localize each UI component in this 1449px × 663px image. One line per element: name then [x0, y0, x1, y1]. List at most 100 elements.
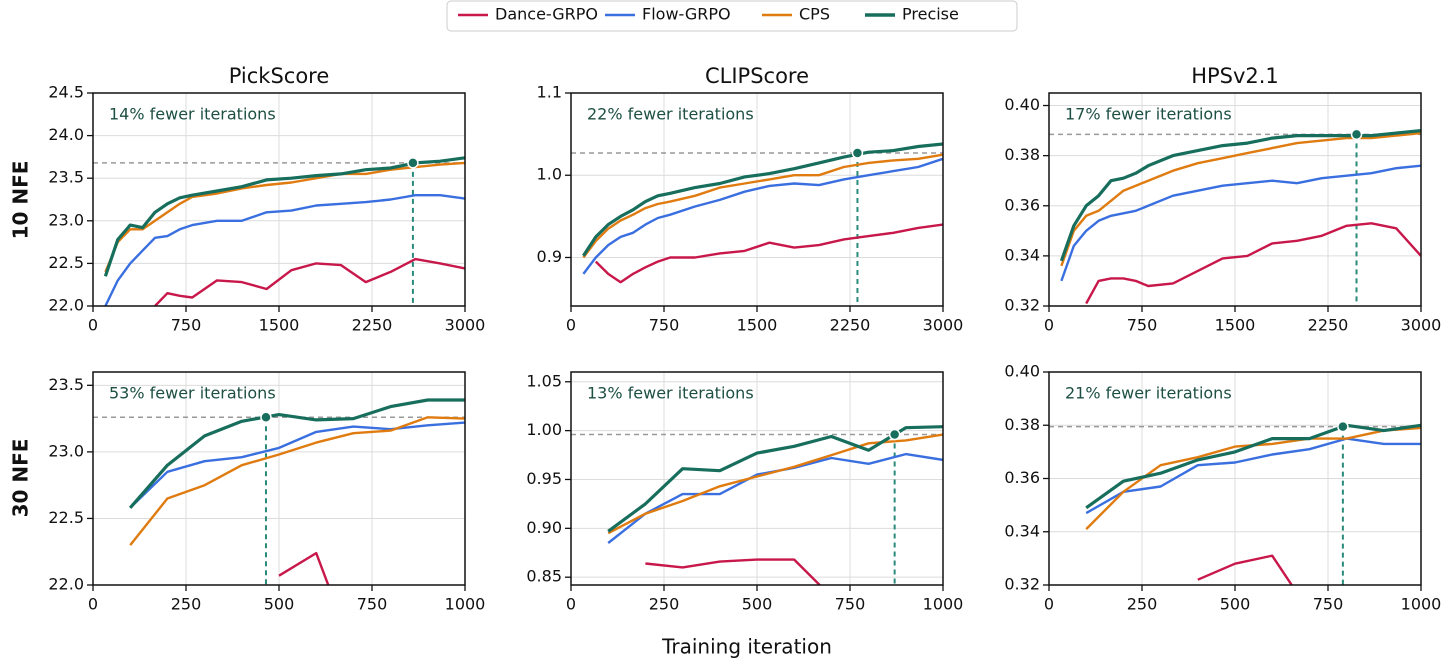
- y-tick-label: 22.5: [48, 253, 84, 272]
- y-tick-label: 1.00: [526, 420, 562, 439]
- reference-point: [260, 411, 272, 424]
- x-tick-label: 1500: [259, 316, 300, 335]
- y-tick-label: 0.95: [526, 469, 562, 488]
- y-tick-label: 0.40: [1004, 362, 1040, 381]
- panel-title: HPSv2.1: [1191, 64, 1279, 88]
- y-tick-label: 1.0: [537, 165, 562, 184]
- x-tick-label: 500: [1220, 595, 1251, 614]
- series-line: [1085, 222, 1421, 305]
- y-tick-label: 0.40: [1004, 95, 1040, 114]
- series-line: [607, 425, 943, 533]
- y-tick-label: 0.32: [1004, 575, 1040, 594]
- series-line: [129, 421, 465, 509]
- y-tick-label: 0.36: [1004, 195, 1040, 214]
- x-tick-label: 1500: [1215, 316, 1256, 335]
- x-tick-label: 0: [88, 316, 98, 335]
- row-label: 30 NFE: [9, 439, 33, 518]
- x-tick-label: 1500: [737, 316, 778, 335]
- y-tick-label: 23.5: [48, 375, 84, 394]
- x-tick-label: 0: [566, 316, 576, 335]
- series-line: [607, 433, 943, 535]
- x-tick-label: 750: [357, 595, 388, 614]
- series-line: [104, 161, 465, 273]
- x-tick-label: 2250: [830, 316, 871, 335]
- y-tick-label: 0.34: [1004, 245, 1040, 264]
- legend-frame: [446, 0, 1018, 32]
- y-tick-label: 1.05: [526, 371, 562, 390]
- x-tick-label: 750: [649, 316, 680, 335]
- axes-frame: [92, 371, 466, 586]
- series-line: [278, 551, 330, 585]
- series-group: [103, 156, 465, 306]
- x-tick-label: 2250: [352, 316, 393, 335]
- reference-point: [1350, 128, 1363, 141]
- axes-frame: [92, 92, 466, 307]
- x-tick-label: 750: [835, 595, 866, 614]
- x-tick-label: 750: [1313, 595, 1344, 614]
- x-tick-label: 0: [566, 595, 576, 614]
- axes-frame: [570, 371, 944, 586]
- x-tick-label: 500: [742, 595, 773, 614]
- series-line: [128, 398, 465, 509]
- x-tick-label: 2250: [1308, 316, 1349, 335]
- series-line: [607, 452, 943, 544]
- x-tick-label: 250: [171, 595, 202, 614]
- x-tick-label: 1000: [923, 595, 964, 614]
- series-line: [582, 157, 943, 275]
- reference-point: [1337, 420, 1349, 433]
- series-line: [104, 194, 465, 306]
- x-tick-label: 250: [649, 595, 680, 614]
- x-tick-label: 3000: [923, 316, 964, 335]
- y-tick-label: 23.5: [48, 168, 84, 187]
- y-tick-label: 0.90: [526, 518, 562, 537]
- x-tick-label: 750: [1127, 316, 1158, 335]
- y-tick-label: 1.1: [537, 83, 562, 102]
- series-group: [582, 142, 943, 284]
- series-group: [1059, 129, 1421, 305]
- y-tick-label: 22.0: [48, 296, 84, 315]
- x-tick-label: 3000: [445, 316, 486, 335]
- annotation: 14% fewer iterations: [109, 105, 276, 124]
- series-line: [594, 223, 943, 284]
- panel-title: PickScore: [229, 64, 330, 88]
- x-axis-label: Training iteration: [661, 635, 832, 659]
- series-line: [1085, 423, 1421, 510]
- series-line: [582, 153, 943, 259]
- series-group: [607, 425, 943, 585]
- series-line: [1060, 164, 1421, 282]
- annotation: 13% fewer iterations: [587, 384, 754, 403]
- annotation: 21% fewer iterations: [1065, 384, 1232, 403]
- legend-label: CPS: [799, 5, 830, 24]
- x-tick-label: 1000: [1401, 595, 1442, 614]
- y-tick-label: 0.38: [1004, 415, 1040, 434]
- reference-point: [407, 157, 419, 169]
- row-label: 10 NFE: [9, 161, 33, 240]
- x-tick-label: 250: [1127, 595, 1158, 614]
- series-line: [1197, 554, 1294, 585]
- series-line: [154, 257, 465, 306]
- x-tick-label: 1000: [445, 595, 486, 614]
- legend-label: Dance-GRPO: [495, 5, 598, 24]
- y-tick-label: 0.36: [1004, 468, 1040, 487]
- series-line: [103, 156, 465, 277]
- axes-frame: [1048, 92, 1422, 307]
- series-line: [1059, 129, 1421, 262]
- legend-label: Flow-GRPO: [642, 5, 731, 24]
- y-tick-label: 0.38: [1004, 145, 1040, 164]
- series-line: [582, 142, 943, 257]
- x-tick-label: 500: [264, 595, 295, 614]
- annotation: 53% fewer iterations: [109, 384, 276, 403]
- y-tick-label: 0.32: [1004, 296, 1040, 315]
- y-tick-label: 23.0: [48, 210, 84, 229]
- legend-label: Precise: [902, 5, 959, 24]
- x-tick-label: 0: [88, 595, 98, 614]
- legend: Dance-GRPO Flow-GRPO CPS Precise: [446, 0, 1018, 32]
- y-tick-label: 23.0: [48, 441, 84, 460]
- reference-point: [888, 428, 901, 441]
- series-line: [645, 558, 822, 585]
- x-tick-label: 750: [171, 316, 202, 335]
- axes-frame: [570, 92, 944, 307]
- y-tick-label: 0.9: [537, 247, 562, 266]
- y-tick-label: 0.85: [526, 567, 562, 586]
